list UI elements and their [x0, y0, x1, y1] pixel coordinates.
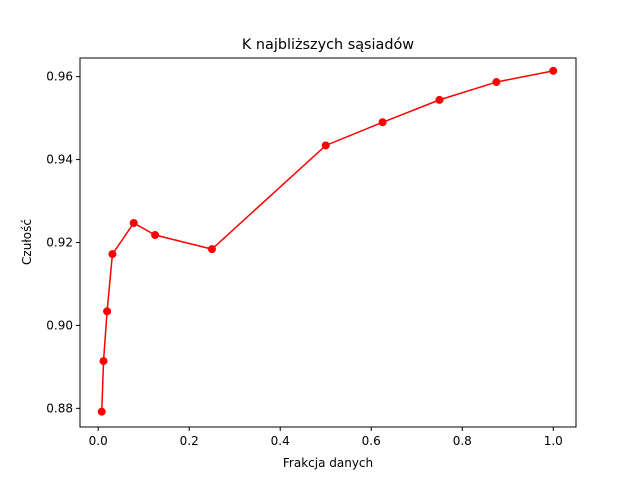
x-tick-label: 1.0: [544, 434, 563, 448]
plot-area: [79, 57, 577, 428]
data-point: [97, 407, 106, 416]
data-point: [549, 66, 558, 75]
data-point: [108, 250, 117, 259]
data-point: [151, 231, 160, 240]
data-point: [99, 357, 108, 366]
data-point: [207, 245, 216, 254]
x-tick-label: 0.2: [180, 434, 199, 448]
y-axis-label: Czułość: [20, 219, 34, 265]
x-tick-label: 0.0: [89, 434, 108, 448]
data-point: [492, 78, 501, 87]
x-axis-label: Frakcja danych: [283, 456, 373, 470]
data-point: [103, 307, 112, 316]
y-tick-label: 0.94: [46, 153, 73, 167]
x-tick-label: 0.6: [362, 434, 381, 448]
y-tick-label: 0.90: [46, 318, 73, 332]
y-tick-label: 0.88: [46, 401, 73, 415]
chart-title: K najbliższych sąsiadów: [242, 37, 414, 53]
x-tick-label: 0.8: [453, 434, 472, 448]
series-layer: [97, 66, 558, 416]
y-tick-label: 0.92: [46, 236, 73, 250]
data-point: [435, 95, 444, 104]
y-tick-label: 0.96: [46, 70, 73, 84]
series-line: [101, 70, 554, 412]
y-axis: 0.88 0.90 0.92 0.94 0.96: [46, 70, 80, 415]
x-axis: 0.0 0.2 0.4 0.6 0.8 1.0: [89, 427, 563, 448]
data-point: [129, 219, 138, 228]
data-point: [321, 141, 330, 150]
data-point: [378, 118, 387, 127]
x-tick-label: 0.4: [271, 434, 290, 448]
